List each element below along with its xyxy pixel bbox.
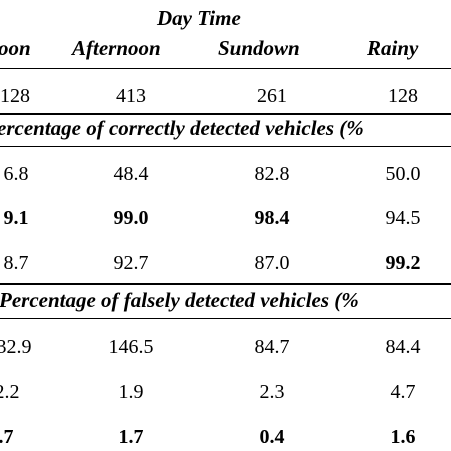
table-cell: 146.5	[108, 336, 154, 358]
column-header-afternoon: Afternoon	[72, 36, 161, 60]
table-cell: 2.3	[259, 381, 285, 403]
table-cell: 92.7	[113, 252, 149, 274]
section-rule-bottom	[0, 146, 451, 147]
table-cell: 48.4	[113, 163, 149, 185]
table-cell: 98.4	[254, 207, 290, 229]
count-cell: 128	[388, 85, 418, 107]
section-heading-correct: ercentage of correctly detected vehicles…	[0, 116, 364, 140]
table-cell: 94.5	[385, 207, 421, 229]
table-cell: 6.8	[3, 163, 29, 185]
section-heading-false: Percentage of falsely detected vehicles …	[0, 288, 359, 312]
table-cell: 9.1	[3, 207, 29, 229]
section-rule-top	[0, 283, 451, 285]
header-rule	[0, 68, 451, 69]
table-cell: 82.8	[254, 163, 290, 185]
table-cell: 99.0	[113, 207, 149, 229]
count-cell: 261	[257, 85, 287, 107]
column-header-noon: oon	[0, 36, 31, 60]
table-cell: 8.7	[3, 252, 29, 274]
table-cell: 0.4	[259, 426, 285, 448]
table-cell: 84.4	[385, 336, 421, 358]
count-cell: 128	[0, 85, 30, 107]
table-cell: 4.7	[390, 381, 416, 403]
table-cell: 32.9	[0, 336, 32, 358]
count-cell: 413	[116, 85, 146, 107]
table-cell: 87.0	[254, 252, 290, 274]
table-cell: 2.2	[0, 381, 20, 403]
table-cell: 1.7	[118, 426, 144, 448]
column-header-rainy: Rainy	[367, 36, 419, 60]
section-rule-bottom	[0, 318, 451, 319]
table-cell: 99.2	[385, 252, 421, 274]
column-header-sundown: Sundown	[218, 36, 300, 60]
table-cell: 84.7	[254, 336, 290, 358]
table-cell: .7	[0, 426, 14, 448]
group-header: Day Time	[157, 6, 241, 30]
table-cell: 1.6	[390, 426, 416, 448]
table-cell: 50.0	[385, 163, 421, 185]
table-cell: 1.9	[118, 381, 144, 403]
section-rule-top	[0, 113, 451, 115]
